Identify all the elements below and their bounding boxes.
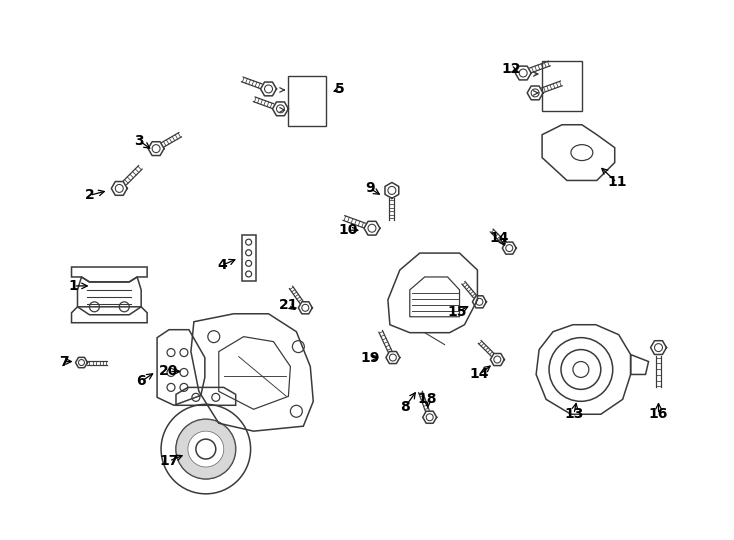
Text: 3: 3 <box>134 134 144 147</box>
Wedge shape <box>176 419 236 479</box>
Text: 18: 18 <box>418 393 437 406</box>
Text: 10: 10 <box>338 223 357 237</box>
Text: 2: 2 <box>84 188 94 202</box>
Bar <box>241 235 255 281</box>
Bar <box>542 61 582 111</box>
Text: 14: 14 <box>470 367 489 381</box>
Text: 7: 7 <box>59 355 68 368</box>
Text: 9: 9 <box>366 181 375 195</box>
Text: 11: 11 <box>607 176 626 190</box>
Text: 20: 20 <box>159 364 178 379</box>
Text: 12: 12 <box>501 62 521 76</box>
Text: 15: 15 <box>448 305 468 319</box>
Text: 17: 17 <box>159 454 178 468</box>
Text: 1: 1 <box>69 279 79 293</box>
Text: 19: 19 <box>360 350 379 365</box>
Text: 4: 4 <box>218 258 228 272</box>
Bar <box>288 76 326 126</box>
Text: 13: 13 <box>564 407 584 421</box>
Text: 14: 14 <box>490 231 509 245</box>
Text: 16: 16 <box>649 407 668 421</box>
Text: 6: 6 <box>137 374 146 388</box>
Text: 21: 21 <box>279 298 298 312</box>
Text: 8: 8 <box>400 400 410 414</box>
Text: 5: 5 <box>335 82 345 96</box>
